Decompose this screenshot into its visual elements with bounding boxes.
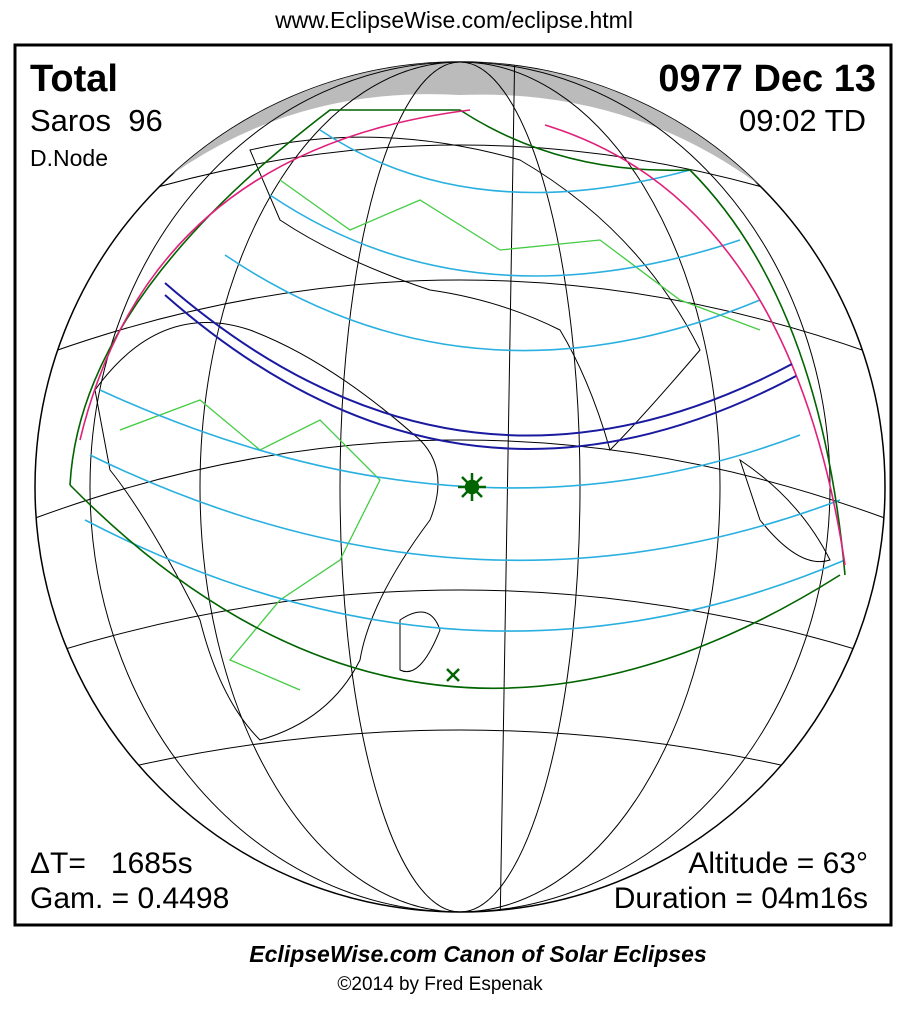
greatest-eclipse <box>458 473 486 501</box>
date: 0977 Dec 13 <box>658 58 876 100</box>
time: 09:02 TD <box>739 103 866 138</box>
site-url: www.EclipseWise.com/eclipse.html <box>274 7 633 33</box>
frame <box>13 43 893 927</box>
gamma: Gam. = 0.4498 <box>30 882 229 915</box>
central-path <box>164 282 797 450</box>
borders <box>119 179 761 691</box>
duration: Duration = 04m16s <box>614 882 868 915</box>
footer-title: EclipseWise.com Canon of Solar Eclipses <box>249 941 706 967</box>
copyright: ©2014 by Fred Espenak <box>337 974 543 995</box>
node: D.Node <box>30 145 108 171</box>
globe <box>34 61 886 913</box>
rise-set-curves <box>79 109 846 566</box>
altitude: Altitude = 63° <box>688 847 868 880</box>
eclipse-type: Total <box>30 58 118 100</box>
coastlines <box>94 136 831 741</box>
delta-t: ΔT= 1685s <box>30 847 193 880</box>
subsolar-point <box>446 668 460 682</box>
penumbral-limits <box>69 109 846 690</box>
saros: Saros 96 <box>30 103 163 138</box>
